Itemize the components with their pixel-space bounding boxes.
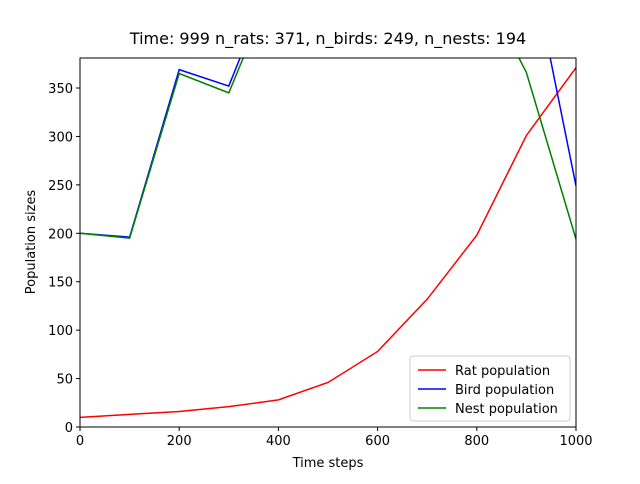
x-tick-label: 1000 bbox=[559, 434, 592, 449]
x-tick-label: 400 bbox=[266, 434, 291, 449]
y-tick-label: 50 bbox=[56, 373, 73, 388]
y-axis-label: Population sizes bbox=[24, 190, 39, 295]
x-axis-label: Time steps bbox=[292, 456, 364, 471]
y-tick-label: 250 bbox=[48, 179, 73, 194]
x-tick-label: 800 bbox=[464, 434, 489, 449]
y-tick-label: 0 bbox=[65, 421, 73, 436]
axes-frame bbox=[79, 57, 577, 428]
y-tick-label: 300 bbox=[48, 130, 73, 145]
line bbox=[80, 58, 576, 240]
chart-title: Time: 999 n_rats: 371, n_birds: 249, n_n… bbox=[129, 29, 526, 49]
y-tick-label: 100 bbox=[48, 324, 73, 339]
line bbox=[80, 67, 576, 419]
y-tick-label: 150 bbox=[48, 276, 73, 291]
x-tick-label: 200 bbox=[167, 434, 192, 449]
y-tick-label: 350 bbox=[48, 82, 73, 97]
x-tick-label: 600 bbox=[365, 434, 390, 449]
x-tick-label: 0 bbox=[76, 434, 84, 449]
legend-label: Bird population bbox=[455, 383, 554, 398]
legend-label: Nest population bbox=[455, 402, 558, 417]
legend-label: Rat population bbox=[455, 364, 550, 379]
line bbox=[80, 58, 576, 238]
plot-area bbox=[80, 58, 576, 419]
y-tick-label: 200 bbox=[48, 227, 73, 242]
legend-box bbox=[409, 355, 571, 422]
